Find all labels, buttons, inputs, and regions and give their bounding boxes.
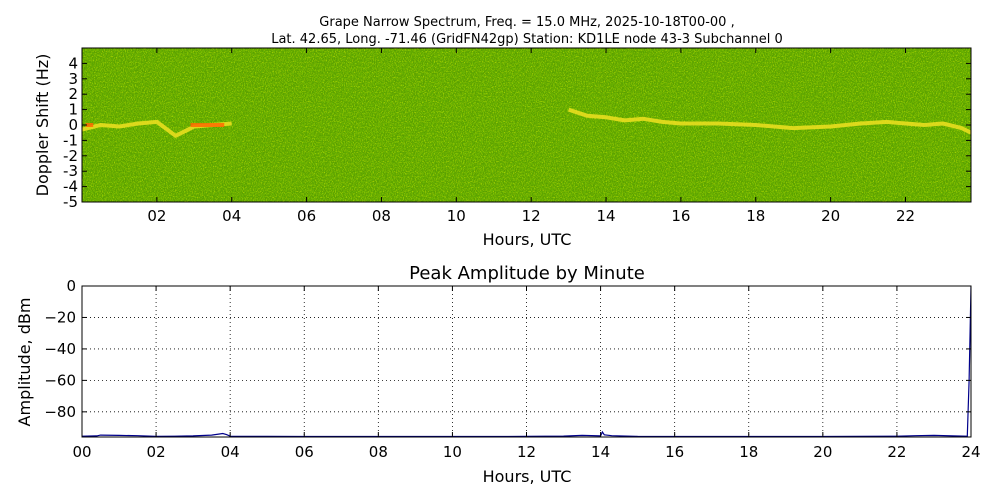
amplitude-ytick-label: −20 (44, 308, 76, 326)
spectrogram-xtick-label: 04 (222, 207, 241, 225)
spectrogram-title-line1: Grape Narrow Spectrum, Freq. = 15.0 MHz,… (319, 15, 734, 30)
amplitude-ytick-label: −80 (44, 403, 76, 421)
amplitude-xtick-label: 16 (665, 443, 684, 461)
spectrogram-ytick-label: -1 (63, 131, 78, 149)
amplitude-xtick-label: 00 (72, 443, 91, 461)
spectrogram-xtick-label: 10 (447, 207, 466, 225)
doppler-hot-segment-1 (190, 123, 225, 127)
spectrogram-ytick-label: -4 (63, 178, 78, 196)
amplitude-chart: Peak Amplitude by Minute 00 02 04 06 08 10 12 1… (15, 263, 981, 486)
spectrogram-ytick-label: 1 (68, 101, 78, 119)
spectrogram-xtick-label: 06 (297, 207, 316, 225)
amplitude-ytick-label: −60 (44, 371, 76, 389)
amplitude-xtick-label: 08 (369, 443, 388, 461)
spectrogram-xtick-label: 22 (896, 207, 915, 225)
doppler-trace (82, 107, 971, 138)
spectrogram-xtick-label: 14 (596, 207, 615, 225)
amplitude-xtick-label: 14 (591, 443, 610, 461)
amplitude-ytick-label: −40 (44, 340, 76, 358)
spectrogram-ytick-label: 2 (68, 85, 78, 103)
spectrogram-chart: Grape Narrow Spectrum, Freq. = 15.0 MHz,… (33, 15, 972, 249)
doppler-trace-segment-1 (567, 107, 971, 135)
spectrogram-xtick-label: 08 (372, 207, 391, 225)
amplitude-xtick-label: 10 (443, 443, 462, 461)
amplitude-title: Peak Amplitude by Minute (409, 263, 645, 284)
spectrogram-xtick-label: 12 (522, 207, 541, 225)
amplitude-xtick-label: 02 (147, 443, 166, 461)
spectrogram-title-line2: Lat. 42.65, Long. -71.46 (GridFN42gp) St… (271, 32, 783, 47)
spectrogram-xtick-label: 20 (821, 207, 840, 225)
spectrogram-ytick-label: -3 (63, 162, 78, 180)
spectrogram-xlabel: Hours, UTC (483, 230, 572, 249)
spectrogram-ytick-label: -5 (63, 193, 78, 211)
spectrogram-ytick-label: 0 (68, 116, 78, 134)
amplitude-xtick-label: 06 (295, 443, 314, 461)
spectrogram-xtick-label: 18 (746, 207, 765, 225)
doppler-hot-segment-0 (85, 123, 94, 127)
spectrogram-ytick-label: -2 (63, 147, 78, 165)
spectrogram-xtick-label: 02 (147, 207, 166, 225)
amplitude-series-line (82, 286, 971, 437)
amplitude-ytick-label: 0 (66, 277, 76, 295)
amplitude-xtick-label: 12 (517, 443, 536, 461)
amplitude-xtick-label: 22 (887, 443, 906, 461)
spectrogram-xtick-label: 16 (671, 207, 690, 225)
amplitude-ylabel: Amplitude, dBm (15, 298, 34, 427)
spectrogram-ylabel: Doppler Shift (Hz) (33, 54, 52, 197)
amplitude-grid (82, 286, 971, 437)
spectrogram-ytick-label: 4 (68, 54, 78, 72)
amplitude-xlabel: Hours, UTC (483, 467, 572, 486)
amplitude-xtick-label: 04 (221, 443, 240, 461)
amplitude-xtick-label: 18 (739, 443, 758, 461)
amplitude-xtick-label: 24 (961, 443, 980, 461)
amplitude-axes: 00 02 04 06 08 10 12 14 16 18 20 22 24 0 −20 −40 −60 −80 (44, 277, 980, 461)
amplitude-xtick-label: 20 (813, 443, 832, 461)
spectrogram-ytick-label: 3 (68, 70, 78, 88)
